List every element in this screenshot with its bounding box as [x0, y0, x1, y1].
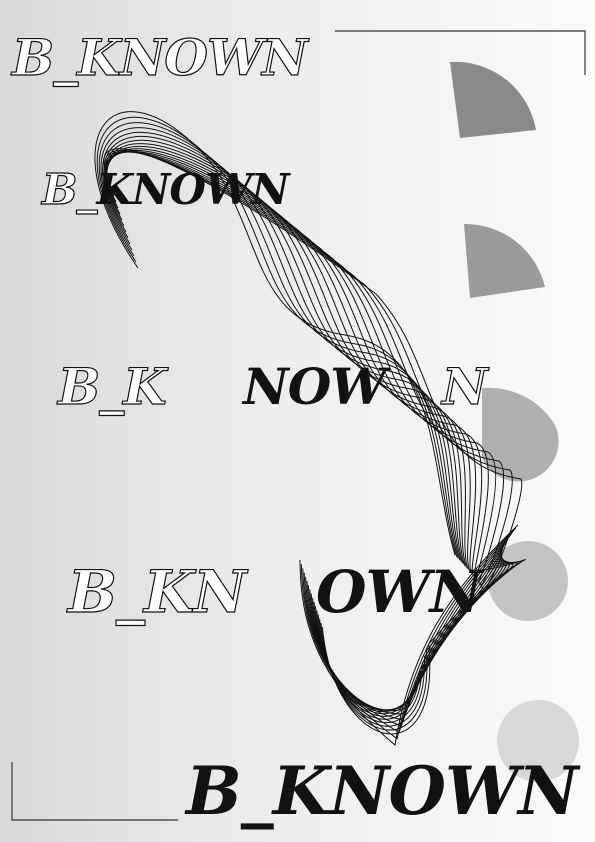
wave-lines	[94, 111, 526, 746]
quarter-shape-2	[464, 223, 545, 298]
wave-line	[100, 127, 461, 561]
wave-line	[102, 131, 463, 563]
wave-line-lower	[319, 561, 518, 727]
frame-corner-bottom-left	[11, 762, 178, 821]
wave-line	[103, 148, 523, 589]
wave-line	[104, 139, 466, 566]
wave-line-lower	[316, 558, 510, 720]
wave-line-lower	[302, 530, 515, 734]
line1-outline-text: B_KNOWN	[11, 28, 308, 87]
line3-outline-text-a: B_K	[57, 357, 167, 416]
line3-solid-text: NOW	[243, 357, 386, 416]
wave-line-lower	[317, 560, 514, 724]
line4-outline-text: B_KN	[67, 558, 247, 626]
title-line-1: B_KNOWN	[11, 32, 308, 83]
line2-solid-text: KNOWN	[96, 165, 290, 214]
line2-outline-text: B_	[41, 165, 98, 214]
wave-line	[103, 136, 464, 565]
wave-line-lower	[299, 524, 519, 746]
quarter-shape-3	[482, 387, 559, 482]
wave-line	[105, 143, 468, 568]
line3-outline-text-b: N	[441, 357, 488, 416]
circle-shape-4	[488, 541, 568, 621]
wave-line-lower	[300, 527, 517, 740]
circle-shape-5	[497, 700, 579, 782]
title-line-5: B_KNOWN	[186, 758, 578, 824]
wave-line-lower	[314, 555, 507, 717]
wave-line	[105, 145, 469, 570]
wave-line-lower	[321, 558, 526, 735]
title-line-2: B_KNOWN	[41, 168, 289, 211]
quarter-shape-1	[450, 61, 536, 139]
line5-solid-text: B_KNOWN	[186, 752, 578, 830]
frame-corner-top-right	[335, 30, 586, 75]
wave-line	[94, 111, 456, 556]
line4-solid-text: OWN	[316, 558, 483, 626]
